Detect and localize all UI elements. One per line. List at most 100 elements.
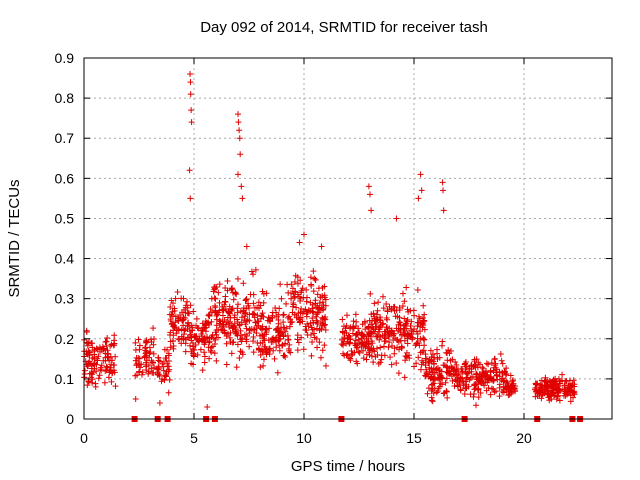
data-point (400, 322, 407, 329)
data-point (408, 330, 415, 337)
data-point (447, 370, 454, 377)
data-point (231, 320, 238, 327)
data-point (286, 323, 293, 330)
data-point (85, 347, 92, 354)
data-point (462, 360, 469, 367)
data-point (101, 379, 108, 386)
data-point (224, 287, 231, 294)
data-point (541, 378, 548, 385)
data-point (348, 347, 355, 354)
data-point (284, 337, 291, 344)
data-point (266, 345, 273, 352)
data-point (402, 357, 409, 364)
data-point (199, 327, 206, 334)
data-point (347, 324, 354, 331)
data-point (132, 347, 139, 354)
data-point (187, 71, 194, 78)
data-point (370, 359, 377, 366)
data-point (343, 312, 350, 319)
data-point (314, 309, 321, 316)
data-point (384, 324, 391, 331)
y-tick-label: 0 (66, 411, 74, 427)
data-point (401, 315, 408, 322)
data-point (290, 291, 297, 298)
data-point (453, 367, 460, 374)
data-point (404, 340, 411, 347)
data-point (171, 305, 178, 312)
data-point (485, 361, 492, 368)
data-point (420, 302, 427, 309)
data-point (148, 357, 155, 364)
data-point (237, 327, 244, 334)
data-point (106, 357, 113, 364)
data-point (243, 325, 250, 332)
data-point (414, 340, 421, 347)
data-point (291, 311, 298, 318)
data-point (401, 298, 408, 305)
data-point (430, 390, 437, 397)
data-point (322, 327, 329, 334)
data-point (492, 388, 499, 395)
data-point (490, 368, 497, 375)
data-point (300, 294, 307, 301)
data-point (347, 336, 354, 343)
data-point (172, 313, 179, 320)
data-point (313, 317, 320, 324)
data-point (273, 313, 280, 320)
data-point (285, 345, 292, 352)
data-point (257, 340, 264, 347)
data-point (390, 304, 397, 311)
data-point (543, 383, 550, 390)
data-point (344, 351, 351, 358)
data-point (422, 355, 429, 362)
data-point (481, 382, 488, 389)
data-point (434, 346, 441, 353)
data-point (192, 333, 199, 340)
data-point (313, 325, 320, 332)
data-point (88, 362, 95, 369)
data-point (273, 334, 280, 341)
data-point (340, 342, 347, 349)
data-point (346, 340, 353, 347)
data-point (100, 357, 107, 364)
data-point (339, 329, 346, 336)
data-point (239, 349, 246, 356)
data-point (355, 336, 362, 343)
data-point (86, 358, 93, 365)
data-point (421, 317, 428, 324)
data-point (415, 313, 422, 320)
data-point (188, 360, 195, 367)
data-point (102, 350, 109, 357)
data-point (296, 319, 303, 326)
data-point (317, 307, 324, 314)
data-point (365, 183, 372, 190)
data-point (147, 349, 154, 356)
data-point (83, 339, 90, 346)
data-point (492, 364, 499, 371)
data-point (187, 195, 194, 202)
data-point (199, 367, 206, 374)
data-point (429, 398, 436, 405)
data-point (108, 378, 115, 385)
data-point (555, 385, 562, 392)
data-point (223, 332, 230, 339)
data-point (434, 356, 441, 363)
data-point (380, 305, 387, 312)
data-point (235, 301, 242, 308)
data-point (567, 383, 574, 390)
data-point (485, 385, 492, 392)
data-point (321, 322, 328, 329)
data-point (533, 387, 540, 394)
data-point (308, 282, 315, 289)
data-point (440, 207, 447, 214)
data-point (237, 336, 244, 343)
data-point (173, 330, 180, 337)
data-point (270, 347, 277, 354)
data-point (461, 390, 468, 397)
data-point (542, 377, 549, 384)
data-point (374, 307, 381, 314)
data-point (360, 355, 367, 362)
y-tick-label: 0.9 (55, 50, 75, 66)
data-point (219, 303, 226, 310)
data-point (204, 319, 211, 326)
